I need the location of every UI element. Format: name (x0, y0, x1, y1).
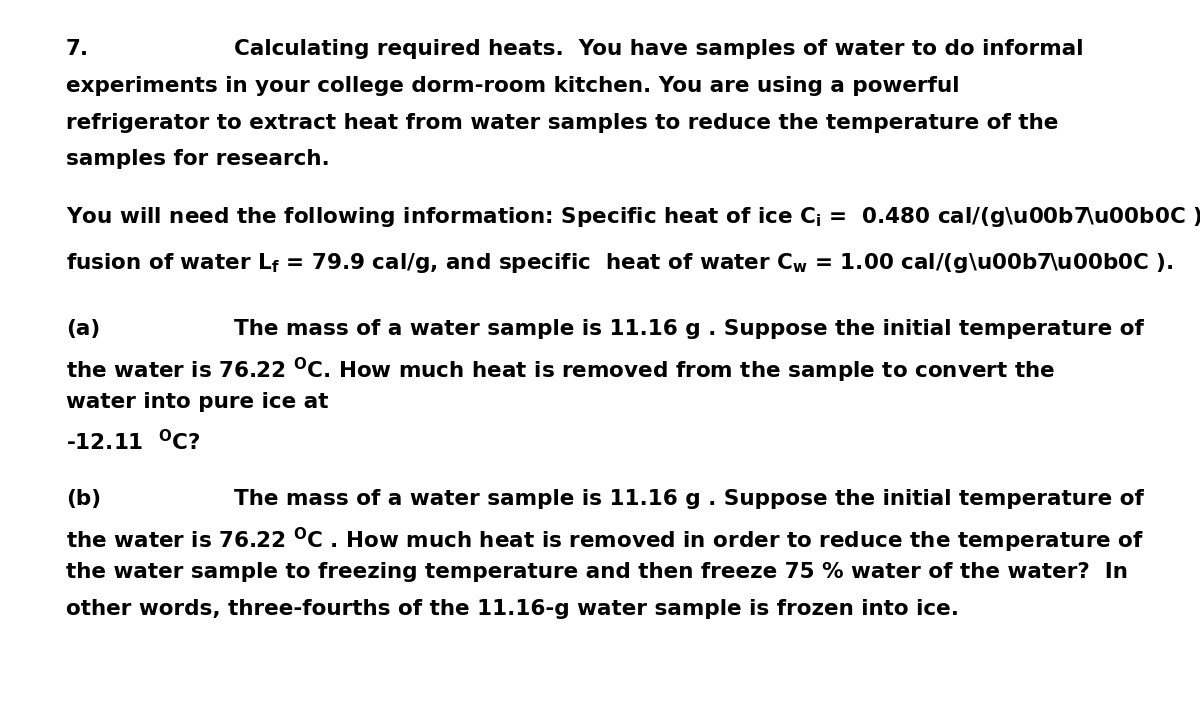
Text: The mass of a water sample is 11.16 g . Suppose the initial temperature of: The mass of a water sample is 11.16 g . … (234, 319, 1144, 338)
Text: 7.: 7. (66, 39, 89, 59)
Text: samples for research.: samples for research. (66, 149, 330, 169)
Text: the water is 76.22 $^\mathbf{O}$C . How much heat is removed in order to reduce : the water is 76.22 $^\mathbf{O}$C . How … (66, 525, 1144, 554)
Text: Calculating required heats.  You have samples of water to do informal: Calculating required heats. You have sam… (234, 39, 1084, 59)
Text: (b): (b) (66, 489, 101, 508)
Text: You will need the following information: Specific heat of ice $\mathbf{C_i}$ =  : You will need the following information:… (66, 205, 1200, 229)
Text: refrigerator to extract heat from water samples to reduce the temperature of the: refrigerator to extract heat from water … (66, 113, 1058, 132)
Text: (a): (a) (66, 319, 101, 338)
Text: other words, three-fourths of the 11.16-g water sample is frozen into ice.: other words, three-fourths of the 11.16-… (66, 599, 959, 619)
Text: the water sample to freezing temperature and then freeze 75 % water of the water: the water sample to freezing temperature… (66, 562, 1128, 582)
Text: the water is 76.22 $^\mathbf{O}$C. How much heat is removed from the sample to c: the water is 76.22 $^\mathbf{O}$C. How m… (66, 355, 1055, 384)
Text: water into pure ice at: water into pure ice at (66, 392, 329, 412)
Text: fusion of water $\mathbf{L_f}$ = 79.9 cal/g, and specific  heat of water $\mathb: fusion of water $\mathbf{L_f}$ = 79.9 ca… (66, 251, 1174, 275)
Text: The mass of a water sample is 11.16 g . Suppose the initial temperature of: The mass of a water sample is 11.16 g . … (234, 489, 1144, 508)
Text: -12.11  $^\mathbf{O}$C?: -12.11 $^\mathbf{O}$C? (66, 429, 200, 455)
Text: experiments in your college dorm-room kitchen. You are using a powerful: experiments in your college dorm-room ki… (66, 76, 960, 96)
